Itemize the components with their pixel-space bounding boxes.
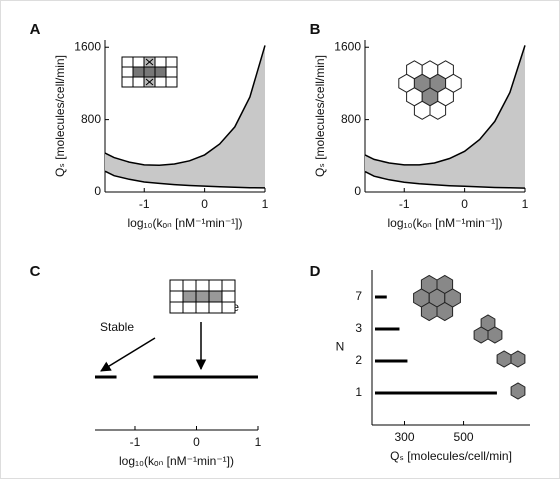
y-tick-label: 1600 — [334, 39, 361, 53]
y-tick-label: 2 — [355, 353, 362, 367]
lattice-cell — [182, 301, 197, 314]
lattice-cell — [132, 66, 145, 78]
x-tick-label: 1 — [255, 435, 262, 449]
hexagon — [420, 301, 438, 322]
lattice-cell — [221, 290, 236, 303]
lattice-cell — [132, 76, 145, 88]
lattice-cell — [165, 56, 178, 68]
y-axis-label: Qₛ [molecules/cell/min] — [53, 55, 67, 177]
hexagon — [496, 350, 512, 368]
panel-letter: B — [310, 21, 321, 38]
bar — [375, 391, 497, 395]
x-tick-label: 300 — [394, 430, 414, 444]
lattice-cell — [195, 279, 210, 292]
upper-curve — [104, 45, 266, 167]
band-fill — [365, 45, 525, 189]
panel-letter: D — [310, 263, 321, 280]
bar — [375, 327, 400, 331]
arrow — [100, 337, 156, 372]
lattice-cell — [195, 301, 210, 314]
hexagon — [429, 100, 447, 120]
bar — [375, 295, 387, 299]
lattice-cell — [195, 290, 210, 303]
hexagon — [510, 350, 526, 368]
annotation: Stable — [100, 320, 134, 334]
lattice-cell — [169, 301, 184, 314]
x-tick-label: 0 — [201, 197, 208, 211]
y-tick-label: 1 — [355, 385, 362, 399]
x-tick-label: 1 — [522, 197, 529, 211]
cell-cross — [145, 58, 154, 66]
lattice-cell — [121, 76, 134, 88]
lower-curve — [364, 170, 526, 189]
y-tick-label: 7 — [355, 289, 362, 303]
bar — [375, 359, 408, 363]
x-tick-label: 0 — [193, 435, 200, 449]
y-tick-label: 800 — [81, 112, 101, 126]
x-tick-label: -1 — [399, 197, 410, 211]
lattice-cell — [132, 56, 145, 68]
y-axis-label: N — [336, 340, 345, 354]
y-axis-label: Qₛ [molecules/cell/min] — [313, 55, 327, 177]
x-tick-label: -1 — [139, 197, 150, 211]
x-tick-label: -1 — [130, 435, 141, 449]
x-axis-label: log₁₀(kₒₙ [nM⁻¹min⁻¹]) — [127, 216, 242, 230]
y-tick-label: 0 — [94, 184, 101, 198]
hexagon — [487, 326, 503, 344]
x-axis-label: Qₛ [molecules/cell/min] — [390, 449, 512, 463]
lattice-cell — [169, 290, 184, 303]
lattice-cell — [165, 76, 178, 88]
lattice-cell — [154, 66, 167, 78]
lattice-cell — [182, 290, 197, 303]
upper-curve — [364, 45, 526, 166]
y-tick-label: 3 — [355, 321, 362, 335]
lattice-cell — [169, 279, 184, 292]
x-tick-label: 0 — [461, 197, 468, 211]
x-tick-label: 500 — [454, 430, 474, 444]
y-tick-label: 0 — [354, 184, 361, 198]
cell-cross — [145, 78, 154, 86]
hexagon — [413, 100, 431, 120]
x-axis-label: log₁₀(kₒₙ [nM⁻¹min⁻¹]) — [119, 454, 234, 468]
lattice-cell — [121, 66, 134, 78]
x-axis-label: log₁₀(kₒₙ [nM⁻¹min⁻¹]) — [387, 216, 502, 230]
hexagon — [510, 382, 526, 400]
hexagon — [436, 301, 454, 322]
y-tick-label: 1600 — [74, 39, 101, 53]
lattice-cell — [154, 56, 167, 68]
lattice-cell — [121, 56, 134, 68]
hexagon — [473, 326, 489, 344]
panel-letter: A — [30, 21, 41, 38]
x-tick-label: 1 — [262, 197, 269, 211]
lattice-cell — [182, 279, 197, 292]
lattice-cell — [208, 301, 223, 314]
lattice-cell — [143, 66, 156, 78]
panel-letter: C — [30, 263, 41, 280]
lattice-cell — [165, 66, 178, 78]
band-fill — [105, 45, 265, 188]
lattice-cell — [221, 301, 236, 314]
lattice-cell — [208, 279, 223, 292]
lattice-cell — [154, 76, 167, 88]
lattice-cell — [221, 279, 236, 292]
lower-curve — [104, 170, 266, 189]
lattice-cell — [208, 290, 223, 303]
y-tick-label: 800 — [341, 112, 361, 126]
